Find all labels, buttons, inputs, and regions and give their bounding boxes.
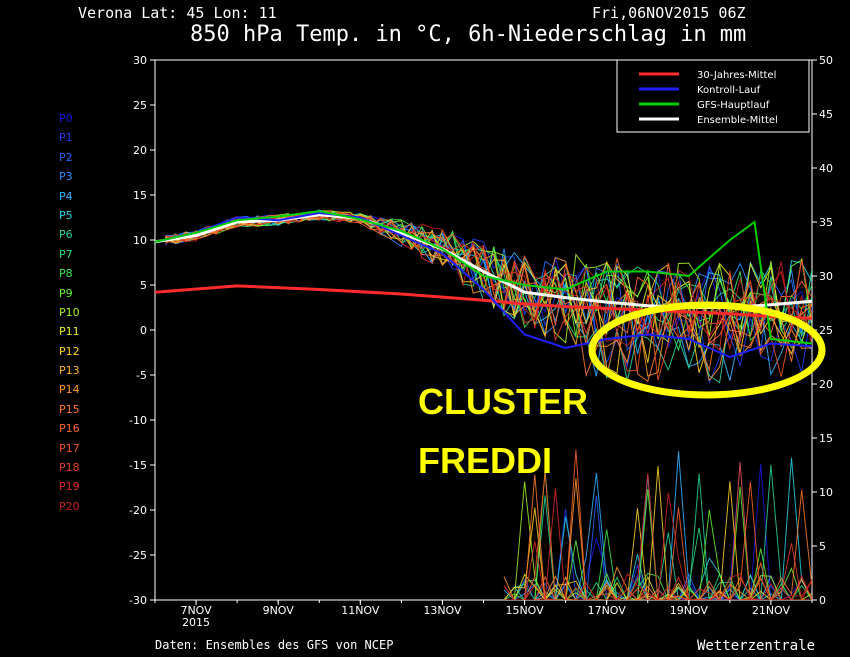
y-left-tick-label: -25 <box>129 549 147 562</box>
y-right-tick-label: 10 <box>819 486 833 499</box>
precip-member-line <box>503 478 812 600</box>
member-label-p9: P9 <box>59 286 73 300</box>
member-label-p5: P5 <box>59 208 73 222</box>
legend-box <box>616 59 810 133</box>
ensemble-member-line <box>165 211 812 383</box>
series-line-3 <box>155 210 812 345</box>
y-left-tick-label: -5 <box>136 369 147 382</box>
precip-member-line <box>504 543 812 600</box>
precip-member-line <box>504 473 812 600</box>
member-label-p4: P4 <box>59 189 73 203</box>
y-right-tick-label: 5 <box>819 540 826 553</box>
x-tick-year: 2015 <box>182 616 210 629</box>
y-left-tick-label: 30 <box>133 54 147 67</box>
y-right-tick-label: 20 <box>819 378 833 391</box>
y-right-tick-label: 35 <box>819 216 833 229</box>
precip-member-line <box>504 481 812 600</box>
member-label-p19: P19 <box>59 480 80 494</box>
y-left-tick-label: -10 <box>129 414 147 427</box>
run-timestamp: Fri,06NOV2015 06Z <box>592 4 746 22</box>
series-line-2 <box>155 211 812 359</box>
member-label-p20: P20 <box>59 499 80 513</box>
y-right-tick-label: 15 <box>819 432 833 445</box>
precip-member-line <box>504 474 812 600</box>
x-tick-label: 9NOV <box>263 604 295 617</box>
x-tick-label: 13NOV <box>423 604 462 617</box>
x-tick-label: 7NOV <box>180 604 212 617</box>
y-right-tick-label: 25 <box>819 324 833 337</box>
y-right-tick-label: 50 <box>819 54 833 67</box>
legend-label: Kontroll-Lauf <box>697 85 761 96</box>
y-left-tick-label: 10 <box>133 234 147 247</box>
y-left-tick-label: 20 <box>133 144 147 157</box>
precip-member-line <box>504 461 812 600</box>
x-tick-label: 11NOV <box>341 604 380 617</box>
ensemble-member-list: P0 P1 P2 P3 P4 P5 P6 P7 P8 P9 P10 P11 P12 P13 P14 P15 P1… <box>59 109 80 516</box>
x-tick-label: 19NOV <box>670 604 709 617</box>
location-label: Verona Lat: 45 Lon: 11 <box>78 4 277 22</box>
member-label-p18: P18 <box>59 461 80 475</box>
member-label-p7: P7 <box>59 247 73 261</box>
member-label-p16: P16 <box>59 422 80 436</box>
brand-label: Wetterzentrale <box>697 638 816 654</box>
y-right-tick-label: 40 <box>819 162 833 175</box>
legend-label: Ensemble-Mittel <box>697 115 778 126</box>
series-line-0 <box>155 284 812 320</box>
cluster-ellipse <box>588 301 826 399</box>
y-left-tick-label: 25 <box>133 99 147 112</box>
member-label-p15: P15 <box>59 402 80 416</box>
legend-label: GFS-Hauptlauf <box>697 100 770 111</box>
x-tick-label: 17NOV <box>588 604 627 617</box>
annotation-line-2: FREDDI <box>418 440 552 481</box>
member-label-p11: P11 <box>59 325 80 339</box>
member-label-p0: P0 <box>59 112 73 125</box>
member-label-p2: P2 <box>59 150 73 164</box>
y-left-tick-label: -20 <box>129 504 147 517</box>
member-label-p10: P10 <box>59 305 80 319</box>
precip-member-line <box>504 529 812 600</box>
member-label-p6: P6 <box>59 228 73 242</box>
legend-label: 30-Jahres-Mittel <box>697 70 776 81</box>
x-tick-label: 21NOV <box>752 604 791 617</box>
y-left-tick-label: 15 <box>133 189 147 202</box>
y-left-tick-label: -15 <box>129 459 147 472</box>
y-right-tick-label: 0 <box>819 594 826 607</box>
member-label-p12: P12 <box>59 344 80 358</box>
member-label-p17: P17 <box>59 441 80 455</box>
y-left-tick-label: -30 <box>129 594 147 607</box>
member-label-p3: P3 <box>59 170 73 184</box>
x-tick-label: 15NOV <box>505 604 544 617</box>
member-label-p13: P13 <box>59 364 80 378</box>
annotation-line-1: CLUSTER <box>418 381 588 422</box>
y-right-tick-label: 30 <box>819 270 833 283</box>
y-left-tick-label: 0 <box>140 324 147 337</box>
member-label-p1: P1 <box>59 131 73 145</box>
data-source-label: Daten: Ensembles des GFS von NCEP <box>155 638 394 652</box>
chart-title: 850 hPa Temp. in °C, 6h-Niederschlag in … <box>190 22 747 47</box>
member-label-p14: P14 <box>59 383 80 397</box>
member-label-p8: P8 <box>59 267 73 281</box>
y-right-tick-label: 45 <box>819 108 833 121</box>
ensemble-member-line <box>165 210 812 347</box>
y-left-tick-label: 5 <box>140 279 147 292</box>
